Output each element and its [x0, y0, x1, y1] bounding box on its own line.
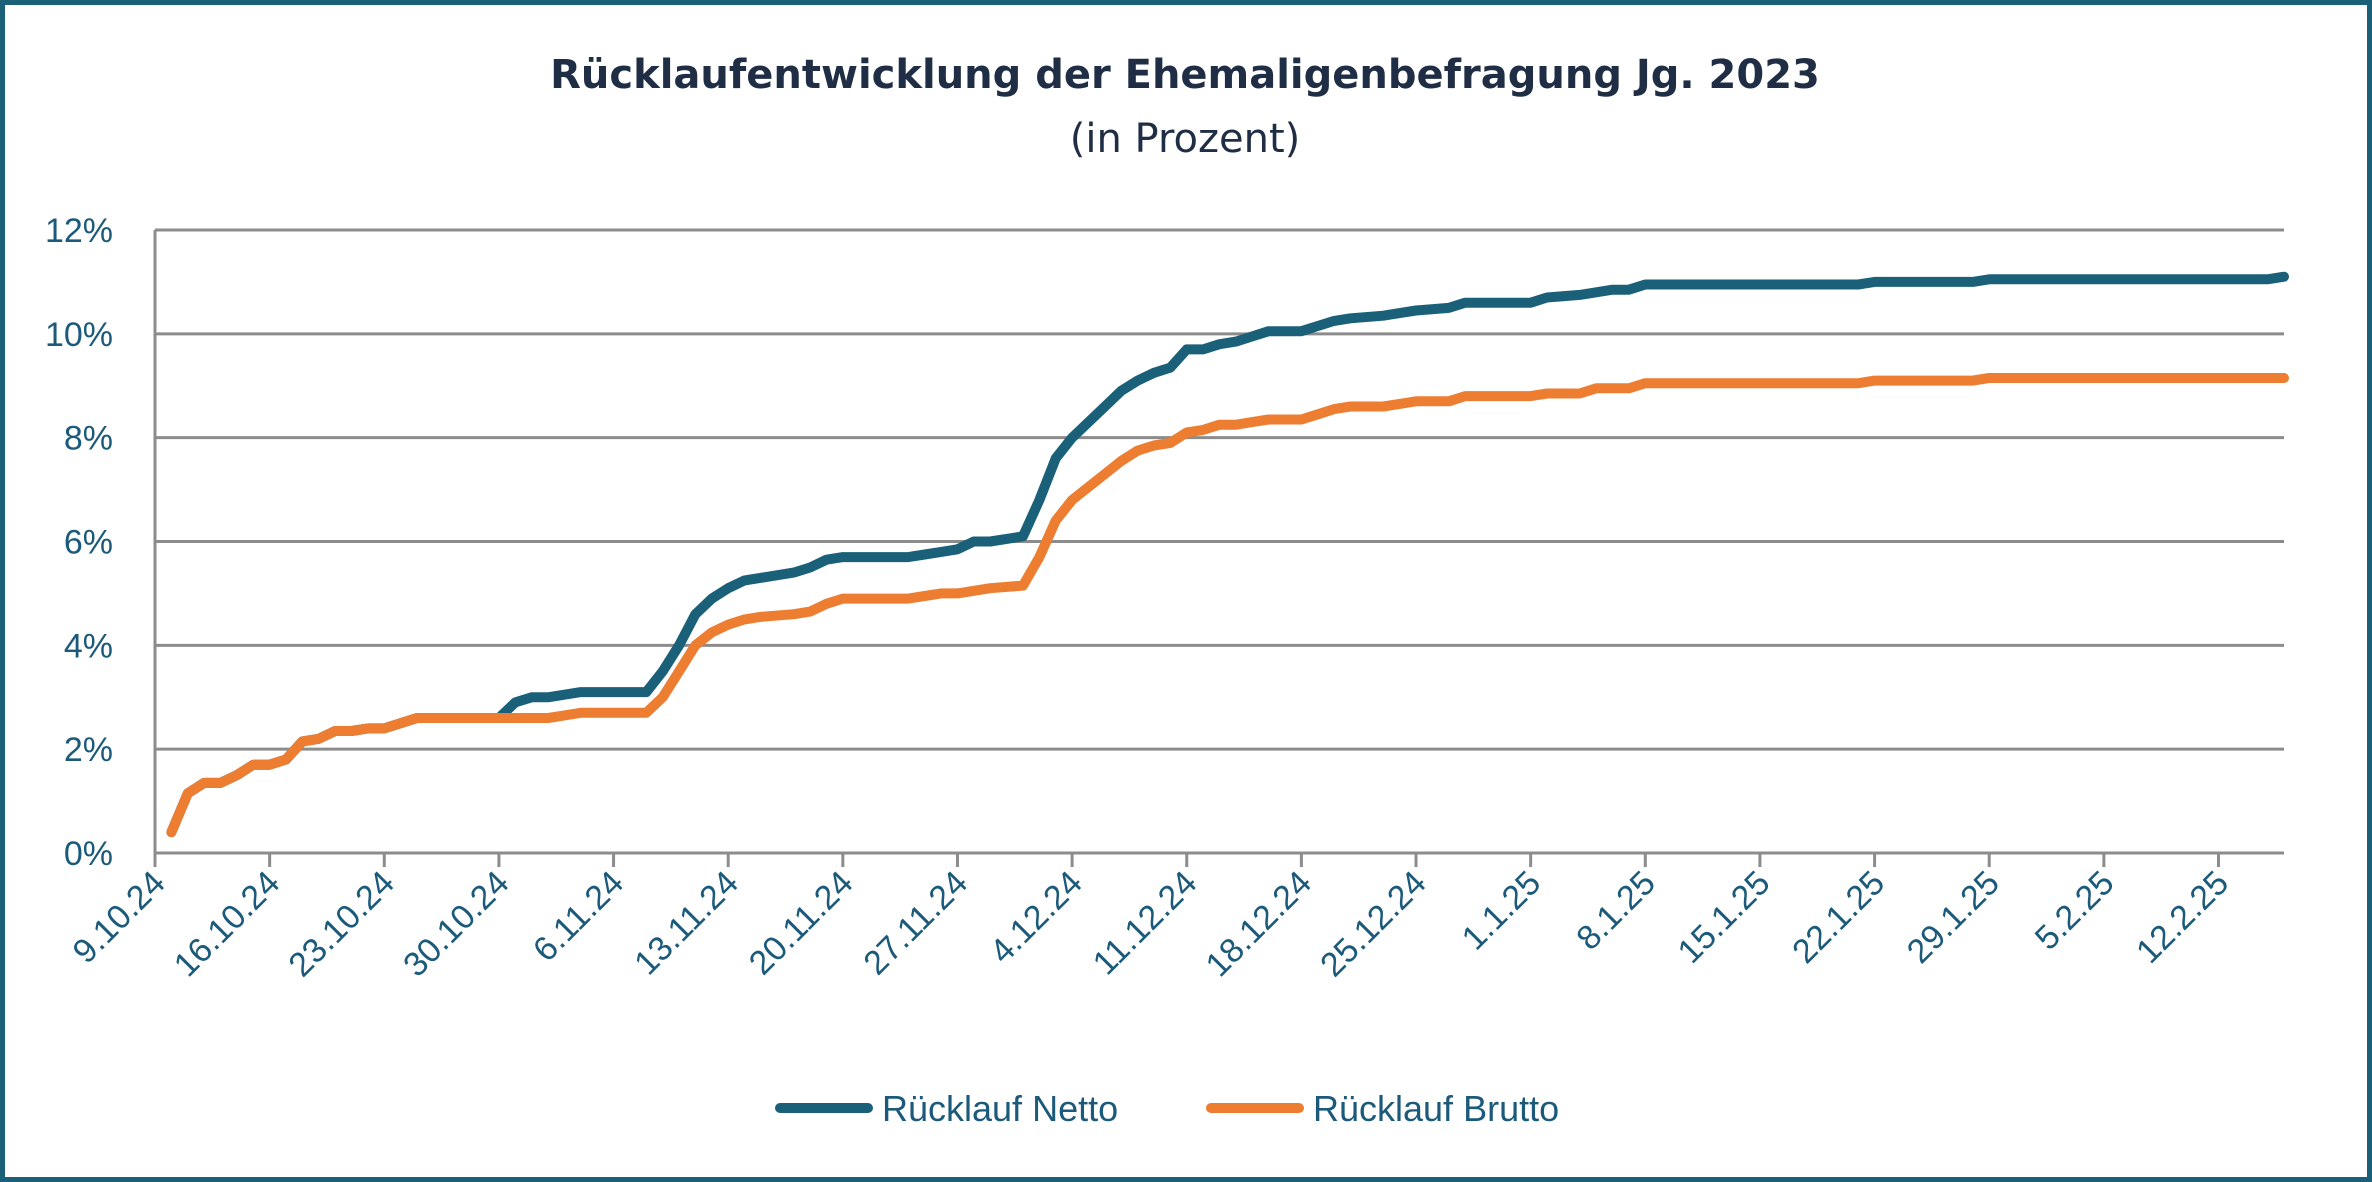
series-lines [166, 271, 2289, 838]
x-tick-label: 15.1.25 [1671, 864, 1778, 971]
x-tick-label: 1.1.25 [1455, 864, 1549, 958]
x-tick-label: 29.1.25 [1900, 864, 2007, 971]
x-tick-label: 4.12.24 [983, 864, 1090, 971]
x-tick-label: 23.10.24 [281, 864, 401, 984]
x-tick-label: 13.11.24 [627, 864, 746, 983]
x-tick-label: 27.11.24 [856, 864, 975, 983]
x-tick-label: 9.10.24 [66, 864, 173, 971]
x-tick-label: 12.2.25 [2129, 864, 2236, 971]
x-tick-label: 16.10.24 [167, 864, 287, 984]
grid-lines [155, 228, 2284, 855]
y-tick-label: 4% [64, 627, 113, 665]
legend: Rücklauf Netto Rücklauf Brutto [775, 1088, 1559, 1129]
series-line-brutto [166, 373, 2289, 838]
x-tick-label: 18.12.24 [1199, 864, 1319, 984]
x-tick-label: 5.2.25 [2028, 864, 2122, 958]
y-tick-label: 8% [64, 420, 113, 458]
chart-title: Rücklaufentwicklung der Ehemaligenbefrag… [550, 52, 1820, 98]
legend-label: Rücklauf Netto [882, 1088, 1118, 1129]
x-tick-label: 20.11.24 [742, 864, 861, 983]
y-tick-label: 10% [45, 316, 113, 354]
y-tick-label: 6% [64, 524, 113, 562]
legend-label: Rücklauf Brutto [1313, 1088, 1559, 1129]
chart-subtitle: (in Prozent) [1070, 116, 1301, 162]
x-tick-label: 22.1.25 [1785, 864, 1892, 971]
y-axis: 0% 2% 4% 6% 8% 10% 12% [45, 212, 157, 873]
x-tick-label: 30.10.24 [396, 864, 516, 984]
x-tick-label: 6.11.24 [526, 864, 631, 969]
x-tick-label: 8.1.25 [1569, 864, 1663, 958]
y-tick-label: 2% [64, 731, 113, 769]
y-tick-label: 0% [64, 835, 113, 873]
x-tick-label: 11.12.24 [1086, 864, 1205, 983]
x-tick-label: 25.12.24 [1313, 864, 1433, 984]
y-tick-label: 12% [45, 212, 113, 250]
